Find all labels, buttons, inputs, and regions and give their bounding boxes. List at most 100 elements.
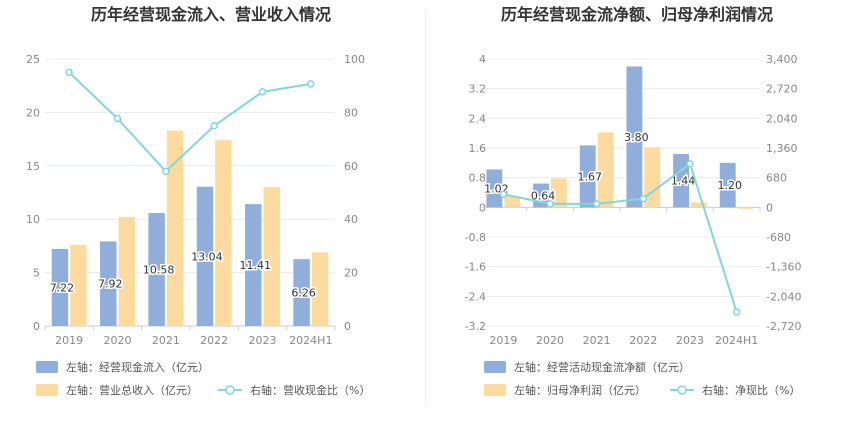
net-cashflow-profit-chart: 历年经营现金流净额、归母净利润情况 4 3.2 2.4 1.6 0.8 0 -0.8 -1.6 -… [465,5,802,397]
y-right-tick-label: 3,400 [766,53,798,66]
x-tick-label: 2019 [55,334,83,347]
y-left-tick-label: 10 [26,213,40,226]
x-tick-label: 2019 [489,334,517,347]
data-label: 1.20 [717,179,742,192]
y-left-tick-label: 15 [26,160,40,173]
x-tick-label: 2023 [249,334,277,347]
data-label: 1.44 [671,175,696,188]
x-tick-label: 2023 [676,334,704,347]
y-right-tick-label: 100 [344,53,365,66]
bar-primary [100,241,117,326]
legend-swatch-secondary [36,384,58,396]
data-label: 7.92 [98,278,123,291]
bar-secondary [70,244,87,326]
bar-primary [148,213,165,326]
data-label: 11.41 [240,259,272,272]
y-left-tick-label: 4 [479,53,486,66]
panel-divider [425,10,426,405]
ratio-point [732,308,741,316]
cash-inflow-revenue-chart: 历年经营现金流入、营业收入情况 0 5 10 15 20 25 0 20 40 60 80 100 201… [26,5,370,397]
y-left-tick-label: 2.4 [469,112,487,125]
bar-secondary [166,130,184,326]
ratio-point [546,200,554,208]
y-left-tick-label: 5 [33,267,40,280]
legend-swatch-marker [225,385,235,395]
y-right-tick-label: -680 [766,231,791,244]
x-tick-label: 2021 [152,334,180,347]
legend-label: 左轴：经营现金流入（亿元） [66,360,209,374]
data-label: 3.80 [624,131,649,144]
ratio-point [307,80,315,88]
y-left-tick-label: -3.2 [465,320,486,333]
y-right-tick-label: 60 [344,160,358,173]
legend-label: 左轴：经营活动现金流净额（亿元） [514,360,690,374]
bar-secondary [597,132,614,208]
x-tick-label: 2021 [583,334,611,347]
data-label: 7.22 [50,281,75,294]
ratio-point [686,159,694,168]
y-left-tick-label: 3.2 [469,83,487,96]
legend-label: 右轴：净现比（%） [702,383,800,397]
y-right-tick-label: 20 [344,267,358,280]
y-right-tick-label: 0 [766,201,773,214]
bar-primary [51,248,69,326]
bar-primary [245,204,262,326]
data-label: 1.67 [577,170,602,183]
legend-label: 左轴：归母净利润（亿元） [514,383,646,397]
x-tick-label: 2020 [536,334,564,347]
y-right-tick-label: 680 [766,172,787,185]
ratio-line [68,71,311,173]
x-tick-label: 2022 [629,334,657,347]
bar-secondary [263,187,280,326]
ratio-point [113,114,122,123]
y-right-tick-label: 2,040 [766,112,798,125]
y-right-tick-label: 40 [344,213,358,226]
bar-secondary [737,207,754,209]
legend-swatch-primary [36,361,58,373]
ratio-point [65,68,73,77]
y-left-tick-label: 20 [26,106,40,119]
bar-secondary [644,147,661,208]
ratio-point [499,190,508,198]
bar-primary [719,162,736,208]
y-right-tick-label: 1,360 [766,142,798,155]
y-left-tick-label: -1.6 [465,261,486,274]
legend-swatch-secondary [484,384,506,396]
y-left-tick-label: 1.6 [469,142,487,155]
bar-secondary [311,252,329,326]
x-tick-label: 2024H1 [289,334,332,347]
y-left-tick-label: 0.8 [469,172,487,185]
y-left-tick-label: -2.4 [465,290,486,303]
bar-primary [486,169,503,208]
data-label: 0.64 [531,189,556,202]
legend-swatch-primary [484,361,506,373]
y-right-tick-label: -1,360 [766,261,801,274]
data-label: 10.58 [143,264,175,277]
ratio-point [639,194,648,203]
bar-secondary [691,202,707,208]
data-label: 13.04 [191,250,223,263]
bar-primary [293,259,310,326]
y-right-tick-label: 80 [344,106,358,119]
bar-primary [626,66,643,208]
y-right-tick-label: -2,720 [766,320,801,333]
bar-secondary [118,217,135,326]
ratio-point [210,122,218,130]
ratio-line [503,162,738,313]
legend-swatch-marker [677,385,687,395]
y-right-tick-label: 0 [344,320,351,333]
y-left-tick-label: 0 [33,320,40,333]
x-tick-label: 2022 [200,334,228,347]
bar-primary [196,186,214,326]
chart-title: 历年经营现金流净额、归母净利润情况 [501,5,773,24]
ratio-point [258,88,267,96]
x-tick-label: 2020 [104,334,132,347]
ratio-point [162,167,170,176]
bar-secondary [551,178,567,208]
bar-secondary [215,140,232,326]
data-label: 6.26 [291,287,316,300]
legend-label: 右轴：营收现金比（%） [250,383,370,397]
x-tick-label: 2024H1 [715,334,758,347]
ratio-point [592,200,601,208]
